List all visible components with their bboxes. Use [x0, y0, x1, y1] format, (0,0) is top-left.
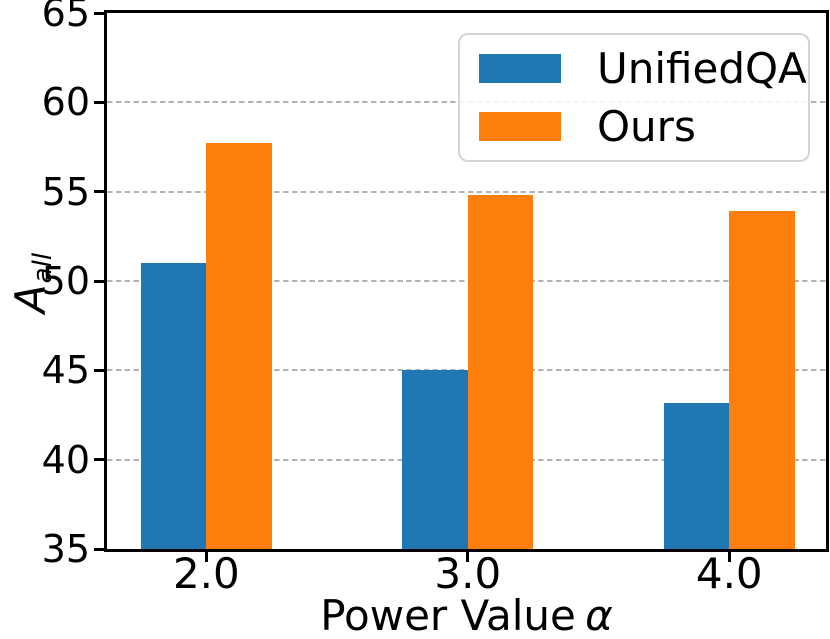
y-tick-mark-50	[94, 279, 104, 283]
y-tick-mark-55	[94, 190, 104, 194]
legend-label-ours: Ours	[597, 101, 696, 151]
gridline-50	[107, 280, 826, 282]
y-tick-label-45: 45	[41, 348, 90, 393]
legend-swatch-unifiedqa	[479, 54, 561, 83]
gridline-55	[107, 190, 826, 193]
bar-unifiedqa-3.0	[402, 370, 468, 549]
x-axis-label: Power Value α	[107, 591, 826, 639]
bar-ours-3.0	[467, 195, 534, 549]
y-tick-label-50: 50	[41, 259, 90, 303]
y-tick-label-65: 65	[41, 0, 90, 35]
legend-item-ours: Ours	[479, 101, 808, 151]
y-tick-label-40: 40	[41, 437, 90, 482]
x-tick-mark-3.0	[466, 552, 470, 562]
y-tick-label-55: 55	[41, 169, 90, 214]
x-tick-mark-4.0	[727, 552, 731, 562]
y-tick-mark-35	[94, 547, 104, 551]
y-tick-label-60: 60	[41, 80, 90, 125]
gridline-45	[107, 369, 826, 372]
x-axis-label-text: Power Value	[320, 591, 576, 639]
x-tick-label-4.0: 4.0	[695, 549, 763, 598]
bar-unifiedqa-2.0	[140, 263, 207, 549]
legend: UnifiedQA Ours	[458, 33, 810, 162]
bar-unifiedqa-4.0	[663, 402, 730, 549]
y-tick-mark-45	[94, 368, 104, 372]
x-tick-label-3.0: 3.0	[434, 549, 502, 598]
bar-ours-4.0	[729, 211, 795, 549]
y-tick-mark-60	[94, 100, 104, 104]
y-tick-mark-40	[94, 458, 104, 462]
legend-item-unifiedqa: UnifiedQA	[479, 43, 808, 93]
x-tick-label-2.0: 2.0	[172, 549, 240, 598]
y-tick-label-35: 35	[41, 527, 90, 571]
alpha-symbol: α	[585, 591, 613, 639]
bar-ours-2.0	[206, 143, 272, 549]
legend-swatch-ours	[479, 112, 561, 141]
x-tick-mark-2.0	[204, 552, 208, 562]
legend-label-unifiedqa: UnifiedQA	[597, 43, 807, 93]
y-tick-mark-65	[94, 11, 104, 15]
